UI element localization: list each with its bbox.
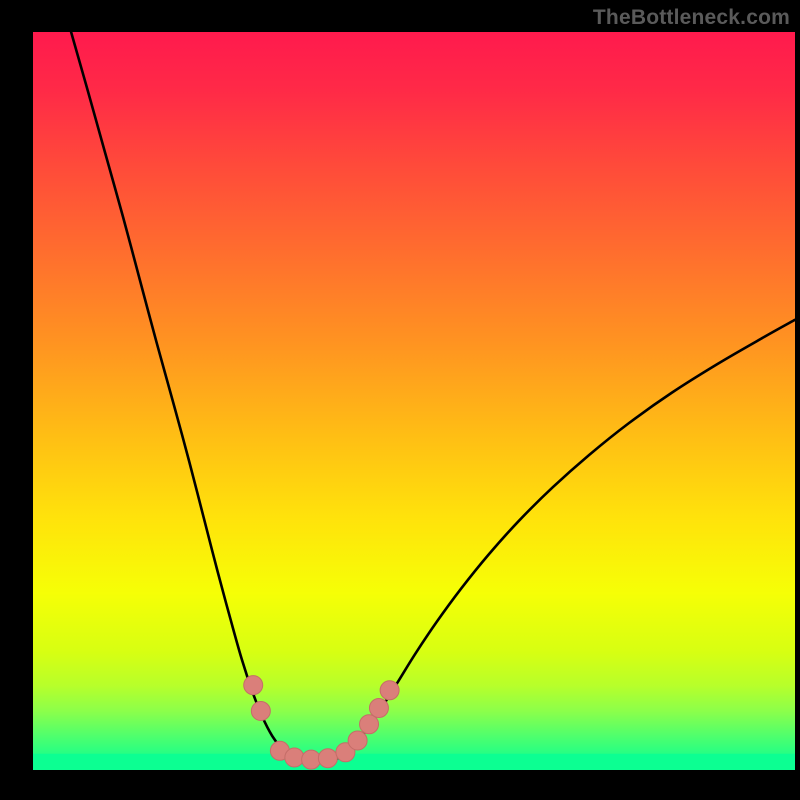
curve-marker (251, 701, 270, 720)
chart-plot-area (33, 32, 795, 770)
curve-marker (302, 750, 321, 769)
chart-container: TheBottleneck.com (0, 0, 800, 800)
curve-marker (360, 715, 379, 734)
chart-background-gradient (33, 32, 795, 770)
curve-marker (348, 731, 367, 750)
chart-bottom-band (33, 754, 795, 770)
curve-marker (380, 681, 399, 700)
curve-marker (285, 748, 304, 767)
watermark-text: TheBottleneck.com (593, 6, 790, 30)
curve-marker (318, 749, 337, 768)
bottleneck-curve-chart (33, 32, 795, 770)
curve-marker (244, 676, 263, 695)
curve-marker (369, 699, 388, 718)
